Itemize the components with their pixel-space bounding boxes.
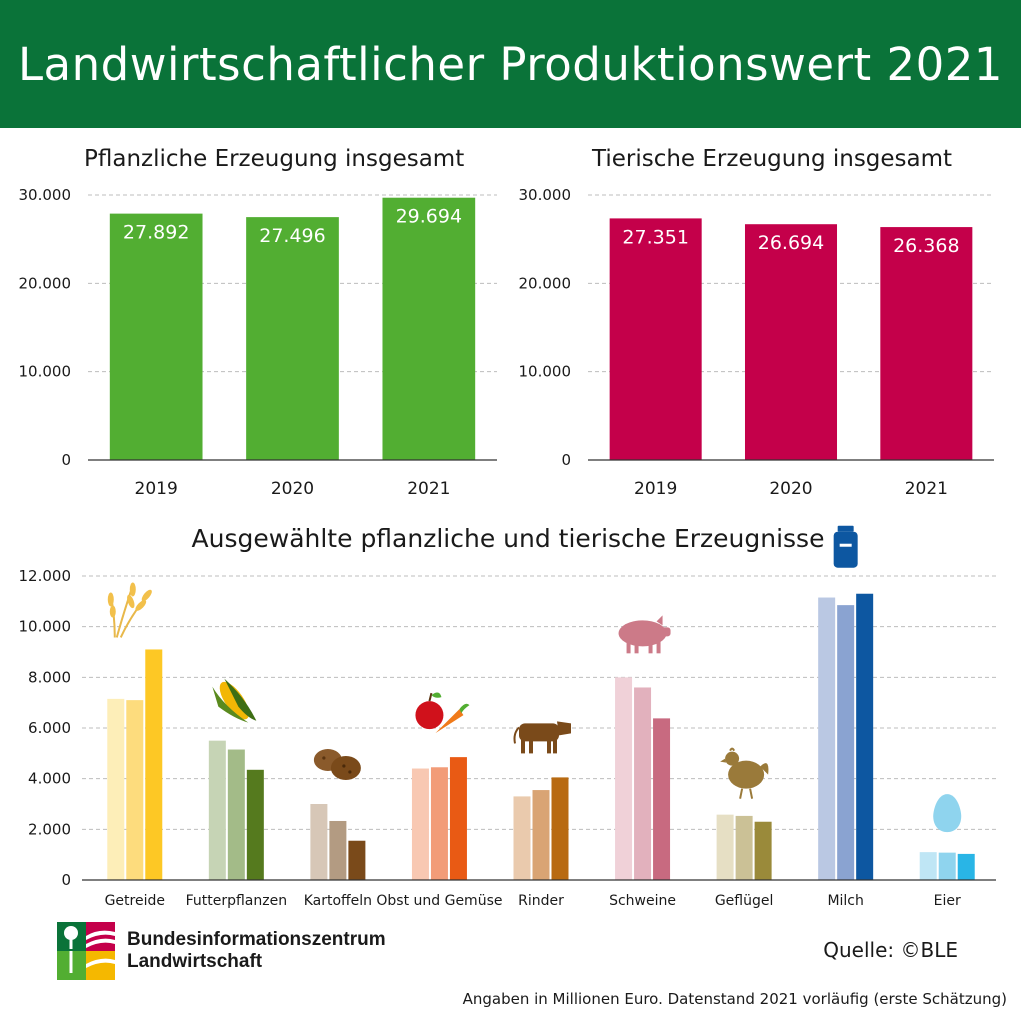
bar-schweine-3 <box>653 718 671 880</box>
category-label: Rinder <box>518 893 564 909</box>
source-label: Quelle: ©BLE <box>823 938 958 962</box>
category-label: Futterpflanzen <box>186 893 288 909</box>
data-label: 26.368 <box>893 235 959 257</box>
bar-schweine-2 <box>634 687 652 880</box>
y-tick-label: 6.000 <box>28 719 71 737</box>
bar-milch-2 <box>837 605 855 880</box>
category-label: Schweine <box>609 893 676 909</box>
data-label: 29.694 <box>396 206 462 228</box>
bar-2021 <box>382 197 476 460</box>
y-tick-label: 0 <box>561 451 571 469</box>
potato-icon <box>313 749 361 780</box>
y-tick-label: 12.000 <box>19 567 72 585</box>
chart-title: Ausgewählte pflanzliche und tierische Er… <box>192 524 825 553</box>
category-label: Eier <box>934 893 961 909</box>
category-label: Getreide <box>105 893 165 909</box>
ble-logo: Bundesinformationszentrum Landwirtschaft <box>57 922 386 980</box>
bar-2020 <box>744 224 838 460</box>
bar-2021 <box>880 227 973 460</box>
y-tick-label: 2.000 <box>28 820 71 838</box>
bar-rinder-2 <box>532 790 550 880</box>
y-tick-label: 30.000 <box>19 186 72 204</box>
bar-getreide-2 <box>126 700 144 880</box>
x-tick-label: 2021 <box>905 479 948 499</box>
x-tick-label: 2019 <box>634 479 677 499</box>
bar-geflügel-2 <box>735 815 753 880</box>
bar-getreide-1 <box>107 698 125 880</box>
header-banner: Landwirtschaftlicher Produktionswert 202… <box>0 0 1021 128</box>
bar-getreide-3 <box>145 649 163 880</box>
bar-eier-2 <box>938 852 956 880</box>
bar-rinder-3 <box>551 777 569 880</box>
chicken-icon <box>720 747 769 799</box>
y-tick-label: 10.000 <box>19 363 72 381</box>
y-tick-label: 10.000 <box>19 618 72 636</box>
apple-carrot-icon <box>415 692 470 734</box>
y-tick-label: 20.000 <box>519 274 572 292</box>
bar-schweine-1 <box>615 677 633 880</box>
data-label: 27.351 <box>622 226 688 248</box>
x-tick-label: 2021 <box>407 479 450 499</box>
bar-rinder-1 <box>513 796 531 880</box>
bar-obst-und-gemüse-2 <box>430 767 448 880</box>
pig-icon <box>618 615 671 654</box>
y-tick-label: 0 <box>61 451 71 469</box>
chart-title: Tierische Erzeugung insgesamt <box>591 146 952 172</box>
corn-icon <box>212 678 257 723</box>
bar-kartoffeln-1 <box>310 804 328 880</box>
bar-futterpflanzen-3 <box>246 769 264 880</box>
logo-text-line1: Bundesinformationszentrum <box>127 929 386 950</box>
category-label: Geflügel <box>715 893 774 909</box>
y-tick-label: 20.000 <box>19 274 72 292</box>
data-label: 26.694 <box>758 232 824 254</box>
milk-can-icon <box>833 525 858 568</box>
category-label: Milch <box>827 893 863 909</box>
y-tick-label: 0 <box>61 871 71 889</box>
x-tick-label: 2020 <box>271 479 314 499</box>
bar-eier-3 <box>957 853 975 880</box>
bar-futterpflanzen-1 <box>208 740 226 880</box>
cow-icon <box>513 721 571 754</box>
bar-milch-3 <box>856 593 874 880</box>
data-label: 27.496 <box>259 225 325 247</box>
bar-milch-1 <box>818 597 836 880</box>
bar-2019 <box>109 213 203 460</box>
y-tick-label: 4.000 <box>28 770 71 788</box>
bar-obst-und-gemüse-1 <box>411 768 429 880</box>
animal-production-chart: Tierische Erzeugung insgesamt 0 10.000 20.0… <box>519 146 994 499</box>
y-tick-label: 8.000 <box>28 668 71 686</box>
y-tick-label: 10.000 <box>519 363 572 381</box>
footnote: Angaben in Millionen Euro. Datenstand 20… <box>462 990 1007 1008</box>
wheat-icon <box>107 582 152 638</box>
chart-title: Pflanzliche Erzeugung insgesamt <box>84 146 464 172</box>
data-label: 27.892 <box>123 222 189 244</box>
plant-production-chart: Pflanzliche Erzeugung insgesamt 0 10.000 20… <box>19 146 497 499</box>
x-tick-label: 2020 <box>769 479 812 499</box>
egg-icon <box>933 794 962 833</box>
bar-futterpflanzen-2 <box>227 749 245 880</box>
bar-kartoffeln-2 <box>329 820 347 880</box>
ble-logo-mark-icon <box>57 922 115 980</box>
bar-eier-1 <box>919 852 937 880</box>
bar-obst-und-gemüse-3 <box>449 757 467 880</box>
logo-text-line2: Landwirtschaft <box>127 951 263 972</box>
category-label: Kartoffeln <box>304 893 372 909</box>
x-tick-label: 2019 <box>135 479 178 499</box>
bar-geflügel-1 <box>716 814 734 880</box>
bar-kartoffeln-3 <box>348 840 366 880</box>
category-label: Obst und Gemüse <box>376 893 502 909</box>
y-tick-label: 30.000 <box>519 186 572 204</box>
bar-2019 <box>609 218 702 460</box>
bar-2020 <box>246 217 339 460</box>
page-title: Landwirtschaftlicher Produktionswert 202… <box>17 37 1004 91</box>
selected-products-chart: Ausgewählte pflanzliche und tierische Er… <box>19 524 996 909</box>
bar-geflügel-3 <box>754 821 772 880</box>
